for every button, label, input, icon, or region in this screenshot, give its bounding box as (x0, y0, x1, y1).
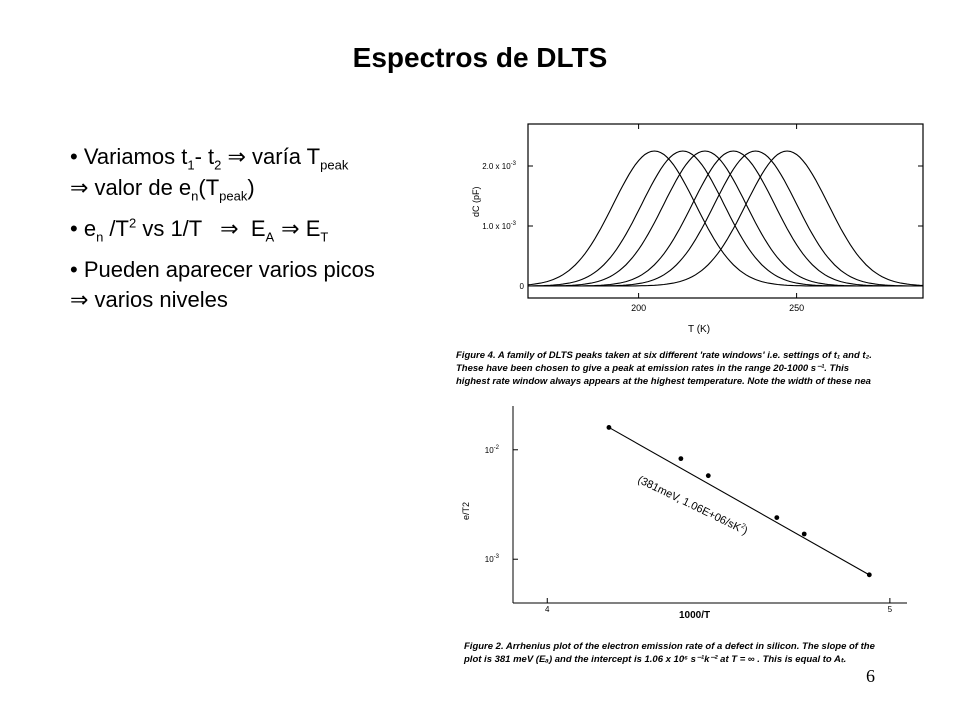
caption-line: Figure 2. Arrhenius plot of the electron… (464, 641, 875, 652)
bullet-list: • Variamos t1- t2 ⇒ varía Tpeak ⇒ valor … (70, 142, 470, 326)
dlts-peak-curve-4 (528, 150, 923, 287)
bullet-item-3: • Pueden aparecer varios picos ⇒ varios … (70, 255, 470, 316)
bullet-text: valor de e (88, 175, 192, 200)
bullet-text: Pueden aparecer varios picos (83, 257, 375, 282)
y-tick-label: 10-2 (485, 445, 500, 455)
caption-line: highest rate window always appears at th… (456, 376, 871, 387)
x-tick-label: 5 (888, 605, 893, 614)
implies-symbol: ⇒ (220, 217, 239, 242)
data-point (606, 425, 612, 430)
x-axis-label: 1000/T (679, 610, 710, 621)
dlts-peaks-figure: 200 250 0 1.0 x 10-3 2.0 x 10-3 dC (pF) T (K… (471, 123, 924, 335)
caption-line: Figure 4. A family of DLTS peaks taken a… (456, 350, 872, 361)
bullet-text: varios niveles (88, 287, 228, 312)
x-tick-label: 250 (789, 303, 804, 313)
subscript: A (265, 229, 275, 245)
implies-symbol: ⇒ (274, 217, 300, 242)
y-axis-label: dC (pF) (471, 186, 481, 217)
y-axis-label: e/T2 (461, 502, 471, 520)
y-tick-label: 10-3 (485, 554, 500, 564)
bullet-text: E (299, 216, 321, 241)
dlts-peak-curve-3 (528, 150, 923, 287)
dlts-peak-curve-1 (527, 150, 923, 287)
bullet-text: e (83, 216, 97, 241)
subscript: peak (219, 188, 248, 204)
bullet-text: ) (247, 175, 255, 200)
data-point (866, 572, 872, 578)
superscript: 2 (128, 215, 137, 231)
y-tick-label: 0 (520, 282, 525, 291)
plot-frame (527, 123, 924, 299)
bullet-item-2: • en /T2 vs 1/T ⇒ EA ⇒ ET (70, 214, 470, 245)
y-tick-label: 1.0 x 10-3 (482, 221, 516, 231)
dlts-peak-curve-2 (528, 150, 923, 287)
subscript: n (96, 229, 104, 245)
bullet-line: • Variamos t1- t2 ⇒ varía Tpeak (70, 144, 349, 173)
data-point (678, 456, 684, 462)
data-point (705, 473, 711, 479)
subscript: n (191, 188, 199, 204)
bullet-item-1: • Variamos t1- t2 ⇒ varía Tpeak ⇒ valor … (70, 142, 470, 204)
fit-annotation: (381meV, 1.06E+06/sK2) (636, 473, 750, 538)
x-tick-label: 4 (545, 605, 550, 614)
implies-symbol: ⇒ (70, 176, 89, 201)
y-tick-label: 2.0 x 10-3 (482, 161, 516, 171)
bullet-line: • en /T2 vs 1/T ⇒ EA ⇒ ET (70, 215, 329, 245)
data-point (774, 515, 780, 521)
bullet-text: varía T (245, 144, 321, 169)
caption-line: These have been chosen to give a peak at… (456, 363, 850, 374)
dlts-peak-curve-5 (528, 150, 923, 287)
implies-symbol: ⇒ (227, 145, 246, 170)
bullet-line: ⇒ varios niveles (70, 285, 470, 316)
page-number: 6 (866, 666, 875, 686)
fit-line (608, 426, 870, 576)
bullet-text: E (238, 216, 266, 241)
bullet-line: • Pueden aparecer varios picos (70, 257, 375, 282)
arrhenius-figure: 4 5 10-2 10-3 e/T2 1000/T (381meV, 1.06E+06… (461, 406, 907, 621)
bullet-text: vs 1/T (136, 216, 221, 241)
x-tick-label: 200 (631, 303, 646, 313)
subscript: 1 (187, 157, 195, 173)
bullet-text: Variamos t (83, 144, 188, 169)
bullet-line: ⇒ valor de en(Tpeak) (70, 173, 470, 204)
figure2-caption: Figure 2. Arrhenius plot of the electron… (464, 640, 875, 666)
bullet-text: (T (198, 175, 220, 200)
data-point (801, 531, 807, 537)
subscript: 2 (214, 157, 222, 173)
dlts-peak-curve-6 (528, 150, 924, 287)
x-axis-label: T (K) (688, 324, 710, 335)
subscript: peak (320, 157, 349, 173)
caption-line: plot is 381 meV (Eₐ) and the intercept i… (464, 654, 847, 665)
bullet-text: /T (103, 216, 129, 241)
figure4-caption: Figure 4. A family of DLTS peaks taken a… (456, 349, 872, 388)
bullet-text: - t (194, 144, 215, 169)
subscript: T (320, 229, 329, 245)
implies-symbol: ⇒ (70, 288, 89, 313)
slide-title: Espectros de DLTS (352, 42, 608, 73)
